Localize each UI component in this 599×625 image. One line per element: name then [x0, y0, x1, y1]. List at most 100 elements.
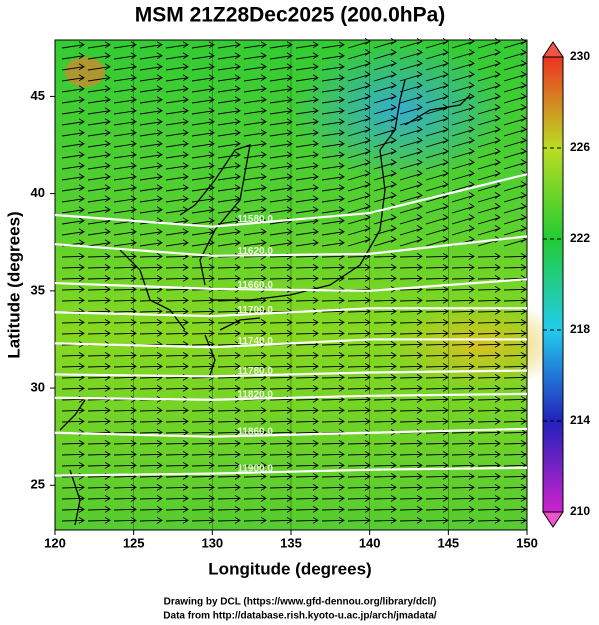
wind-arrow — [113, 63, 137, 71]
wind-arrow — [269, 406, 293, 414]
wind-arrow — [321, 162, 345, 170]
wind-arrow — [113, 362, 137, 370]
wind-arrow — [321, 184, 345, 192]
wind-arrow — [217, 217, 241, 225]
contour-label: 11820.0 — [237, 389, 273, 400]
wind-arrow — [399, 60, 423, 71]
wind-arrow — [113, 52, 137, 60]
wind-arrow — [217, 274, 241, 282]
wind-arrow — [425, 362, 449, 370]
wind-arrow — [87, 318, 111, 326]
wind-arrow — [87, 362, 111, 370]
wind-arrow — [139, 85, 163, 93]
wind-arrow — [87, 384, 111, 392]
wind-arrow — [503, 252, 527, 260]
wind-arrow — [217, 483, 241, 491]
wind-arrow — [295, 52, 319, 60]
wind-arrow — [399, 82, 423, 93]
wind-arrow — [477, 384, 501, 392]
wind-arrow — [139, 494, 163, 502]
wind-arrow — [477, 340, 501, 348]
wind-arrow — [347, 181, 371, 192]
wind-arrow — [217, 151, 241, 159]
wind-arrow — [347, 93, 371, 104]
wind-arrow — [87, 329, 111, 337]
wind-arrow — [503, 71, 527, 82]
wind-arrow — [425, 461, 449, 469]
wind-arrow — [87, 118, 111, 126]
y-tick-label: 25 — [31, 477, 45, 492]
wind-arrow — [503, 38, 527, 49]
wind-arrow — [399, 181, 423, 192]
wind-arrow — [61, 206, 85, 214]
wind-arrow — [425, 296, 449, 304]
wind-arrow — [347, 318, 371, 326]
wind-arrow — [139, 318, 163, 326]
wind-arrow — [477, 126, 501, 137]
wind-arrow — [165, 274, 189, 282]
wind-arrow — [269, 439, 293, 447]
wind-arrow — [191, 461, 215, 469]
wind-arrow — [373, 329, 397, 337]
x-tick-label: 130 — [201, 535, 223, 550]
wind-arrow — [451, 203, 475, 214]
wind-arrow — [425, 406, 449, 414]
wind-arrow — [347, 159, 371, 170]
wind-arrow — [269, 129, 293, 137]
wind-arrow — [347, 329, 371, 337]
wind-arrow — [87, 184, 111, 192]
contour-label: 11740.0 — [237, 336, 273, 347]
wind-arrow — [269, 351, 293, 359]
wind-arrow — [451, 373, 475, 381]
wind-arrow — [477, 203, 501, 214]
wind-arrow — [321, 472, 345, 480]
wind-arrow — [295, 239, 319, 247]
contour-line — [54, 173, 528, 228]
wind-arrow — [321, 96, 345, 104]
wind-arrow — [113, 274, 137, 282]
wind-arrow — [61, 351, 85, 359]
wind-arrow — [165, 384, 189, 392]
wind-arrow — [425, 395, 449, 403]
wind-arrow — [321, 206, 345, 214]
wind-arrow — [373, 82, 397, 93]
wind-arrow — [295, 173, 319, 181]
wind-arrow — [113, 107, 137, 115]
wind-arrow — [269, 274, 293, 282]
wind-arrow — [451, 472, 475, 480]
wind-arrow — [373, 395, 397, 403]
wind-arrow — [113, 74, 137, 82]
wind-arrow — [399, 505, 423, 513]
wind-arrow — [477, 60, 501, 71]
wind-arrow — [373, 104, 397, 115]
wind-arrow — [269, 362, 293, 370]
wind-arrow — [165, 318, 189, 326]
wind-arrow — [243, 274, 267, 282]
wind-arrow — [425, 340, 449, 348]
wind-arrow — [451, 252, 475, 260]
wind-arrow — [295, 406, 319, 414]
wind-arrow — [295, 516, 319, 524]
wind-arrow — [451, 115, 475, 126]
wind-arrow — [269, 63, 293, 71]
wind-arrow — [139, 516, 163, 524]
wind-arrow — [373, 494, 397, 502]
wind-arrow — [321, 118, 345, 126]
wind-arrow — [451, 362, 475, 370]
wind-arrow — [425, 159, 449, 170]
wind-arrow — [243, 450, 267, 458]
wind-arrow — [373, 115, 397, 126]
wind-arrow — [87, 107, 111, 115]
wind-arrow — [425, 71, 449, 82]
wind-arrow — [191, 329, 215, 337]
wind-arrow — [269, 263, 293, 271]
contour-label: 11780.0 — [237, 366, 273, 377]
wind-arrow — [503, 472, 527, 480]
wind-arrow — [321, 85, 345, 93]
wind-arrow — [61, 217, 85, 225]
wind-arrow — [113, 173, 137, 181]
wind-arrow — [347, 49, 371, 60]
wind-arrow — [191, 307, 215, 315]
wind-arrow — [165, 162, 189, 170]
wind-arrow — [243, 516, 267, 524]
